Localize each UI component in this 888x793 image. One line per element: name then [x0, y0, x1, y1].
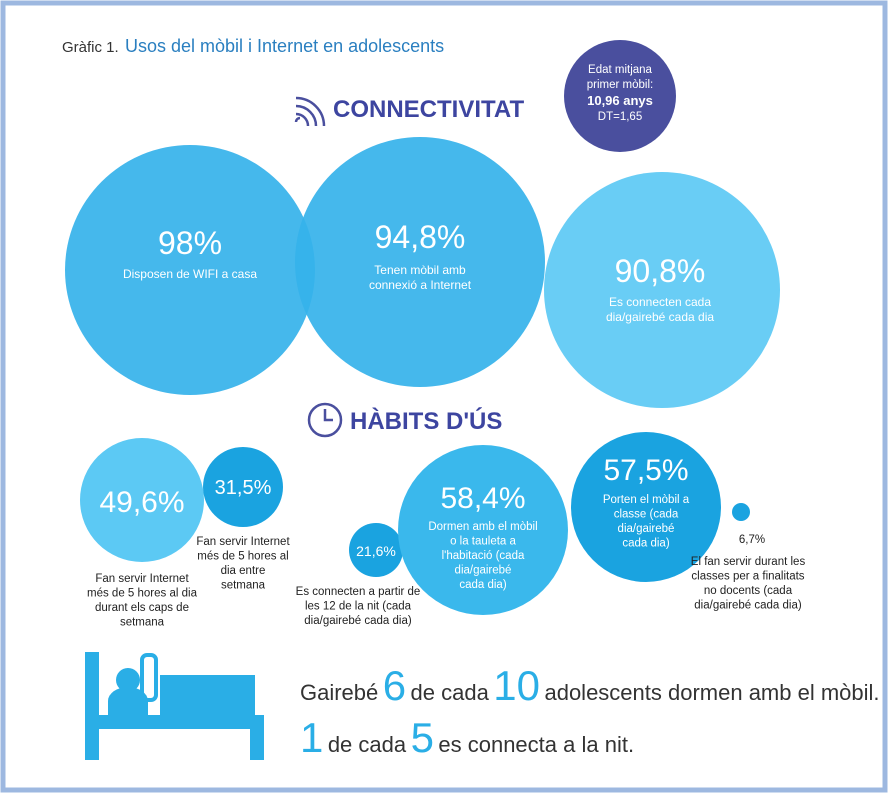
- circle: [544, 172, 780, 408]
- infographic: Gràfic 1. Usos del mòbil i Internet en a…: [0, 0, 888, 793]
- badge-text: Edat mitjana: [588, 64, 653, 76]
- summary-text: de cada: [411, 680, 490, 705]
- summary-number: 5: [411, 714, 434, 761]
- stat-text: cada dia): [622, 538, 669, 550]
- stat-value: 49,6%: [99, 486, 184, 519]
- stat-text: no docents (cada: [704, 585, 793, 597]
- stat-text: durant els caps de: [95, 602, 189, 614]
- stat-text: Porten el mòbil a: [603, 494, 690, 506]
- circle: [295, 137, 545, 387]
- section-heading: CONNECTIVITAT: [333, 96, 524, 123]
- badge-note: DT=1,65: [598, 111, 642, 123]
- stat-text: setmana: [120, 617, 165, 629]
- stat-text: dia entre: [221, 565, 266, 577]
- summary-text: de cada: [328, 732, 407, 757]
- figure-label: Gràfic 1.: [62, 39, 119, 56]
- stat-value: 57,5%: [603, 454, 688, 487]
- stat-value: 98%: [158, 225, 222, 261]
- stat-value: 6,7%: [739, 534, 765, 546]
- stat-text: Dormen amb el mòbil: [428, 521, 537, 533]
- summary-number: 6: [383, 662, 406, 709]
- summary-text: adolescents dormen amb el mòbil.: [544, 680, 879, 705]
- stat-text: connexió a Internet: [369, 278, 472, 292]
- stat-text: Disposen de WIFI a casa: [123, 267, 257, 281]
- stat-value: 90,8%: [615, 253, 706, 289]
- summary-number: 1: [300, 714, 323, 761]
- stat-text: més de 5 hores al dia: [87, 588, 198, 600]
- stat-text: Fan servir Internet: [196, 536, 290, 548]
- stat-text: més de 5 hores al: [197, 551, 288, 563]
- stat-text: classes per a finalitats: [691, 571, 804, 583]
- stat-text: o la tauleta a: [450, 536, 516, 548]
- summary-text: Gairebé: [300, 680, 378, 705]
- stat-value: 58,4%: [440, 482, 525, 515]
- stat-value: 31,5%: [215, 477, 272, 499]
- stat-text: cada dia): [459, 579, 506, 591]
- summary-text: es connecta a la nit.: [438, 732, 634, 757]
- stat-text: setmana: [221, 580, 266, 592]
- circle: [732, 503, 750, 521]
- stat-text: les 12 de la nit (cada: [305, 601, 412, 613]
- summary-number: 10: [493, 662, 540, 709]
- stat-text: El fan servir durant les: [691, 556, 806, 568]
- stat-text: dia/gairebé: [455, 565, 512, 577]
- stat-value: 94,8%: [375, 219, 466, 255]
- badge-value: 10,96 anys: [587, 93, 653, 108]
- figure-title: Usos del mòbil i Internet en adolescents: [125, 36, 444, 56]
- stat-text: Tenen mòbil amb: [374, 263, 466, 277]
- stat-text: classe (cada: [614, 509, 679, 521]
- stat-text: dia/gairebé: [618, 523, 675, 535]
- stat-text: dia/gairebé cada dia): [304, 615, 412, 627]
- badge-text: primer mòbil:: [587, 79, 653, 91]
- stat-value: 21,6%: [356, 543, 396, 559]
- stat-text: Fan servir Internet: [95, 573, 189, 585]
- stat-text: dia/gairebé cada dia: [606, 310, 714, 324]
- stat-text: Es connecten a partir de: [296, 586, 421, 598]
- stat-text: Es connecten cada: [609, 295, 711, 309]
- stat-text: l'habitació (cada: [442, 550, 525, 562]
- section-heading: HÀBITS D'ÚS: [350, 407, 502, 435]
- stat-text: dia/gairebé cada dia): [694, 600, 802, 612]
